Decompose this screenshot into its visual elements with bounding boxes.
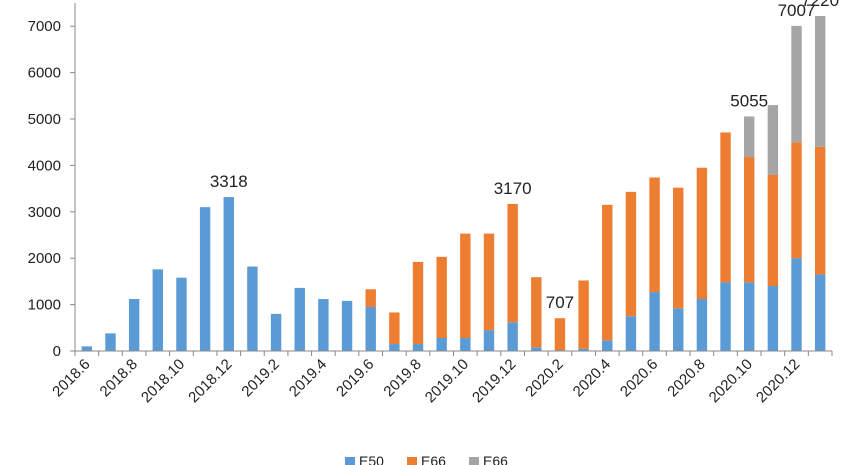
bar-segment-e66-2021.1	[814, 15, 826, 147]
bar-segment-e66-2019.12	[507, 203, 518, 323]
bar-segment-e50-2018.8	[128, 299, 140, 351]
bar-segment-e66-2020.8	[696, 167, 708, 300]
y-tick-label: 7000	[28, 18, 61, 35]
bar-segment-e50-2021.1	[814, 274, 826, 351]
x-tick-label: 2018.10	[138, 356, 188, 406]
x-tick-label: 2020.6	[617, 356, 661, 400]
bar-segment-e50-2020.7	[673, 308, 684, 351]
bar-segment-e50-2019.2	[270, 313, 282, 351]
x-tick-label: 2020.8	[664, 356, 708, 400]
bar-segment-e66-2020.11	[767, 174, 779, 287]
y-tick-label: 4000	[28, 157, 61, 174]
bar-segment-e50-2018.7	[105, 333, 116, 351]
legend-label: E66	[421, 453, 446, 465]
bar-segment-e50-2020.4	[602, 340, 613, 351]
legend-swatch-e50	[345, 457, 355, 465]
x-tick-label: 2018.6	[49, 356, 93, 400]
data-label: 7007	[778, 1, 816, 20]
bar-segment-e66-2021.1	[814, 146, 826, 275]
bar-segment-e50-2018.11	[199, 207, 211, 351]
bar-segment-e66-2020.12	[791, 25, 802, 143]
bar-segment-e66-2019.11	[483, 233, 495, 331]
bar-segment-e50-2018.9	[152, 269, 164, 351]
bar-segment-e50-2019.1	[247, 266, 258, 351]
bar-segment-e66-2020.4	[602, 204, 613, 341]
bar-segment-e66-2020.12	[791, 142, 802, 259]
bar-segment-e66-2020.7	[673, 187, 684, 309]
y-tick-label: 5000	[28, 111, 61, 128]
bar-segment-e50-2019.9	[436, 338, 447, 351]
bar-segment-e50-2019.4	[318, 299, 329, 351]
bar-segment-e66-2019.8	[412, 261, 424, 345]
x-tick-label: 2019.2	[238, 356, 282, 400]
y-tick-label: 3000	[28, 204, 61, 221]
bar-segment-e50-2020.5	[625, 316, 637, 351]
y-tick-label: 6000	[28, 65, 61, 82]
data-label: 3170	[494, 179, 532, 198]
bar-segment-e66-2019.9	[436, 256, 447, 339]
bar-segment-e66-2019.7	[389, 312, 400, 345]
bar-segment-e50-2018.12	[223, 197, 234, 351]
bar-segment-e66-2020.10	[743, 157, 755, 283]
bar-segment-e66-2020.10	[743, 116, 755, 158]
bar-segment-e66-2020.2	[554, 318, 566, 351]
legend-swatch-e66	[469, 457, 479, 465]
bar-segment-e66-2020.9	[720, 132, 731, 283]
bar-segment-e50-2019.11	[483, 330, 495, 351]
x-tick-label: 2018.12	[185, 356, 235, 406]
bar-segment-e50-2020.6	[649, 292, 660, 351]
bars	[81, 15, 826, 351]
y-tick-label: 0	[53, 343, 61, 360]
x-tick-label: 2019.8	[380, 356, 424, 400]
x-tick-label: 2019.12	[469, 356, 519, 406]
bar-segment-e50-2020.10	[743, 282, 755, 351]
bar-segment-e66-2020.6	[649, 177, 660, 293]
bar-segment-e50-2020.11	[767, 286, 779, 351]
x-tick-label: 2020.10	[706, 356, 756, 406]
bar-segment-e50-2018.6	[81, 346, 93, 351]
bar-segment-e50-2020.12	[791, 258, 802, 351]
bar-segment-e50-2019.3	[294, 287, 305, 351]
bar-segment-e50-2019.6	[365, 306, 376, 351]
bar-segment-e50-2020.3	[578, 348, 589, 351]
legend-label: E50	[359, 453, 384, 465]
x-tick-label: 2020.2	[522, 356, 566, 400]
bar-segment-e50-2020.1	[531, 347, 542, 351]
x-tick-label: 2019.6	[333, 356, 377, 400]
x-tick-label: 2020.12	[753, 356, 803, 406]
data-label: 5055	[730, 91, 768, 110]
y-tick-label: 1000	[28, 297, 61, 314]
data-label: 3318	[210, 172, 248, 191]
data-label: 7220	[801, 0, 839, 10]
bar-segment-e66-2019.10	[460, 233, 471, 339]
bar-segment-e50-2019.5	[341, 300, 353, 351]
bar-segment-e50-2020.9	[720, 282, 731, 351]
legend-swatch-e66	[407, 457, 417, 465]
bar-segment-e66-2020.11	[767, 105, 779, 175]
y-tick-label: 2000	[28, 250, 61, 267]
bar-segment-e66-2020.5	[625, 191, 637, 317]
bar-segment-e66-2019.6	[365, 289, 376, 307]
bar-segment-e50-2020.8	[696, 299, 708, 351]
data-label: 707	[546, 293, 574, 312]
x-tick-label: 2019.4	[286, 356, 330, 400]
bar-segment-e50-2018.10	[176, 277, 187, 351]
bar-segment-e50-2019.10	[460, 338, 471, 351]
bar-segment-e66-2020.3	[578, 280, 589, 349]
legend-label: E66	[483, 453, 508, 465]
x-tick-label: 2018.8	[96, 356, 140, 400]
x-tick-label: 2020.4	[570, 356, 614, 400]
x-tick-label: 2019.10	[422, 356, 472, 406]
bar-segment-e50-2019.12	[507, 322, 518, 351]
bar-segment-e50-2019.7	[389, 344, 400, 351]
bar-segment-e66-2020.1	[531, 277, 542, 348]
legend: E50 E66 E66	[345, 453, 508, 465]
bar-segment-e50-2019.8	[412, 344, 424, 351]
y-axis: 0 1000 2000 3000 4000 5000 6000 7000	[28, 3, 76, 360]
